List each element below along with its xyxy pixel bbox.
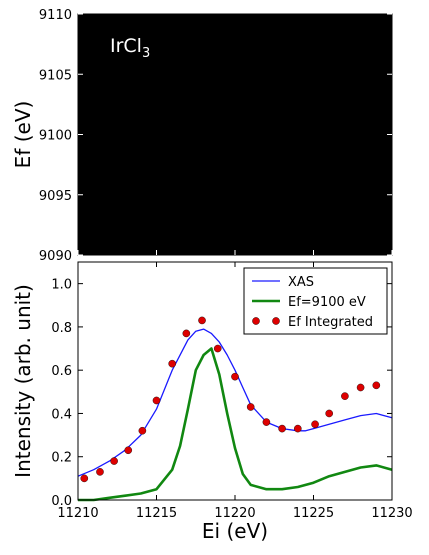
series-point-ef-integrated: [182, 329, 191, 338]
series-point-ef-integrated: [341, 392, 349, 400]
line-x-axis-label: Ei (eV): [202, 519, 268, 543]
line-x-tick-label: 11230: [371, 506, 412, 521]
line-panel: 0.00.20.40.60.81.0 11210 11215 11220 11225 1…: [11, 261, 413, 543]
series-point-ef-integrated: [124, 446, 133, 455]
line-x-tick-label: 11210: [57, 506, 98, 521]
line-x-tick-label: 11220: [214, 506, 255, 521]
series-point-ef-integrated: [152, 396, 161, 405]
series-point-ef-integrated: [278, 424, 286, 433]
legend-swatch: [252, 317, 260, 325]
series-point-ef-integrated: [80, 474, 89, 483]
annotation-subscript: 3: [142, 46, 150, 61]
line-y-tick-label: 0.6: [51, 364, 72, 379]
series-point-ef-integrated: [96, 468, 104, 476]
annotation-base: IrCl: [110, 35, 142, 57]
line-series-group: [77, 316, 393, 502]
heatmap-y-tick-label: 9105: [39, 68, 72, 83]
series-point-ef-integrated: [231, 372, 239, 381]
series-point-ef-integrated: [325, 409, 334, 418]
heatmap-cells: [78, 14, 392, 255]
series-point-ef-integrated: [262, 418, 271, 426]
legend: XAS Ef=9100 eV Ef Integrated: [243, 267, 388, 335]
line-y-tick-label: 0.0: [51, 494, 72, 509]
heatmap-y-tick-label: 9100: [39, 129, 72, 144]
series-point-ef-integrated: [168, 359, 176, 368]
heatmap-y-tick-label: 9110: [39, 8, 72, 23]
line-y-tick-label: 0.2: [51, 451, 72, 466]
heatmap-y-ticks: 9090 9095 9100 9105 9110: [39, 8, 393, 264]
line-y-tick-label: 1.0: [51, 278, 72, 293]
heatmap-y-tick-label: 9090: [39, 249, 72, 264]
legend-label: XAS: [288, 275, 314, 290]
heatmap-background: [78, 14, 392, 255]
series-point-ef-integrated: [138, 426, 147, 435]
series-point-ef-integrated: [246, 403, 255, 411]
series-point-ef-integrated: [372, 381, 381, 390]
legend-swatch: [272, 317, 280, 325]
series-point-ef-integrated: [293, 424, 302, 433]
legend-label: Ef=9100 eV: [288, 295, 366, 310]
series-line-ef-9100: [78, 347, 393, 502]
series-point-ef-integrated: [213, 344, 222, 353]
series-point-ef-integrated: [356, 383, 365, 392]
line-y-tick-label: 0.4: [51, 407, 72, 422]
line-y-axis-label: Intensity (arb. unit): [11, 284, 35, 478]
heatmap-y-tick-label: 9095: [39, 189, 72, 204]
series-point-ef-integrated: [311, 420, 319, 429]
series-point-ef-integrated: [198, 316, 206, 325]
heatmap-y-axis-label: Ef (eV): [11, 101, 35, 169]
line-x-ticks: 11210 11215 11220 11225 11230: [57, 262, 413, 521]
line-x-tick-label: 11215: [136, 506, 177, 521]
series-point-ef-integrated: [110, 457, 118, 465]
line-y-tick-label: 0.8: [51, 321, 72, 336]
line-x-tick-label: 11225: [293, 506, 334, 521]
line-y-ticks: 0.0 0.2 0.4 0.6 0.8 1.0: [51, 278, 392, 509]
heatmap-panel: 9090 9095 9100 9105 9110 IrCl3 Ef (eV): [11, 8, 393, 264]
legend-label: Ef Integrated: [288, 315, 373, 330]
heatmap-annotation: IrCl3: [110, 35, 150, 61]
